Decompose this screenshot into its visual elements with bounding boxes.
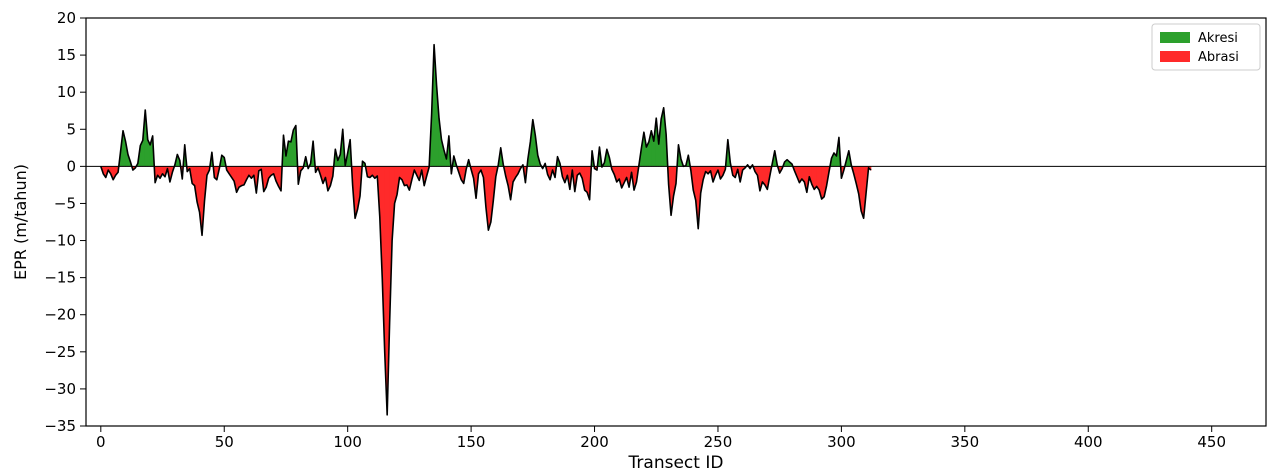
- legend-label-abrasi: Abrasi: [1198, 50, 1239, 65]
- legend-swatch-abrasi: [1160, 51, 1190, 62]
- area-fills: [101, 45, 871, 415]
- legend: Akresi Abrasi: [1152, 24, 1260, 70]
- x-tick-label: 50: [215, 433, 234, 451]
- y-tick-label: −10: [44, 232, 76, 250]
- x-axis-label: Transect ID: [628, 453, 724, 472]
- y-tick-label: 5: [66, 120, 76, 138]
- x-tick-label: 450: [1197, 433, 1226, 451]
- x-tick-label: 100: [333, 433, 362, 451]
- akresi-area-segment: [288, 141, 290, 166]
- abrasi-area-segment: [239, 166, 241, 187]
- x-tick-label: 0: [96, 433, 106, 451]
- y-tick-label: 0: [66, 157, 76, 175]
- epr-series-line: [101, 45, 871, 415]
- x-tick-label: 200: [580, 433, 609, 451]
- plot-frame: [86, 18, 1266, 426]
- x-tick-label: 350: [951, 433, 980, 451]
- series-line-layer: [101, 45, 871, 415]
- abrasi-area-segment: [822, 166, 824, 199]
- abrasi-area-segment: [404, 166, 406, 185]
- y-tick-label: −20: [44, 306, 76, 324]
- x-tick-label: 150: [457, 433, 486, 451]
- y-tick-label: −5: [54, 194, 76, 212]
- y-tick-label: 20: [57, 9, 76, 27]
- x-tick-label: 250: [704, 433, 733, 451]
- y-tick-label: −25: [44, 343, 76, 361]
- x-tick-label: 300: [827, 433, 856, 451]
- y-tick-label: 15: [57, 46, 76, 64]
- abrasi-area-segment: [242, 166, 244, 185]
- y-tick-label: −35: [44, 417, 76, 435]
- y-tick-label: 10: [57, 83, 76, 101]
- legend-swatch-akresi: [1160, 32, 1190, 43]
- legend-label-akresi: Akresi: [1198, 31, 1238, 46]
- y-tick-label: −15: [44, 269, 76, 287]
- y-tick-label: −30: [44, 380, 76, 398]
- y-axis-label: EPR (m/tahun): [11, 164, 30, 280]
- x-tick-label: 400: [1074, 433, 1103, 451]
